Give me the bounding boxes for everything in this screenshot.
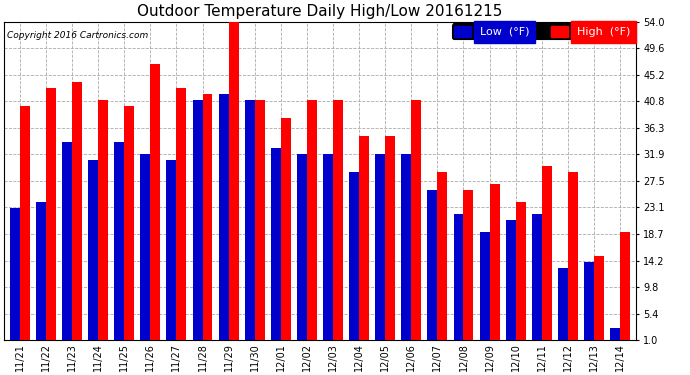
Bar [385,136,395,346]
Text: Copyright 2016 Cartronics.com: Copyright 2016 Cartronics.com [8,31,148,40]
Bar [62,142,72,346]
Bar [297,154,307,346]
Bar [193,100,202,346]
Bar [20,106,30,346]
Bar [558,268,568,346]
Bar [411,100,421,346]
Bar [281,118,290,346]
Bar [437,172,447,346]
Legend: Low  (°F), High  (°F): Low (°F), High (°F) [452,23,633,39]
Bar [98,100,108,346]
Bar [428,190,437,346]
Bar [307,100,317,346]
Bar [480,232,490,346]
Bar [245,100,255,346]
Bar [584,262,594,346]
Bar [36,202,46,346]
Bar [375,154,385,346]
Bar [46,88,56,346]
Bar [323,154,333,346]
Bar [333,100,343,346]
Bar [271,148,281,346]
Bar [620,232,630,346]
Bar [228,22,239,346]
Bar [542,166,552,346]
Bar [202,94,213,346]
Bar [88,160,98,346]
Bar [219,94,228,346]
Bar [464,190,473,346]
Bar [166,160,177,346]
Bar [402,154,411,346]
Bar [140,154,150,346]
Bar [150,64,160,346]
Bar [453,214,464,346]
Bar [359,136,369,346]
Bar [506,220,515,346]
Bar [177,88,186,346]
Bar [515,202,526,346]
Bar [255,100,265,346]
Bar [115,142,124,346]
Bar [124,106,134,346]
Bar [594,256,604,346]
Bar [532,214,542,346]
Bar [490,184,500,346]
Bar [568,172,578,346]
Bar [72,82,82,346]
Bar [10,208,20,346]
Bar [610,328,620,346]
Bar [349,172,359,346]
Title: Outdoor Temperature Daily High/Low 20161215: Outdoor Temperature Daily High/Low 20161… [137,4,502,19]
